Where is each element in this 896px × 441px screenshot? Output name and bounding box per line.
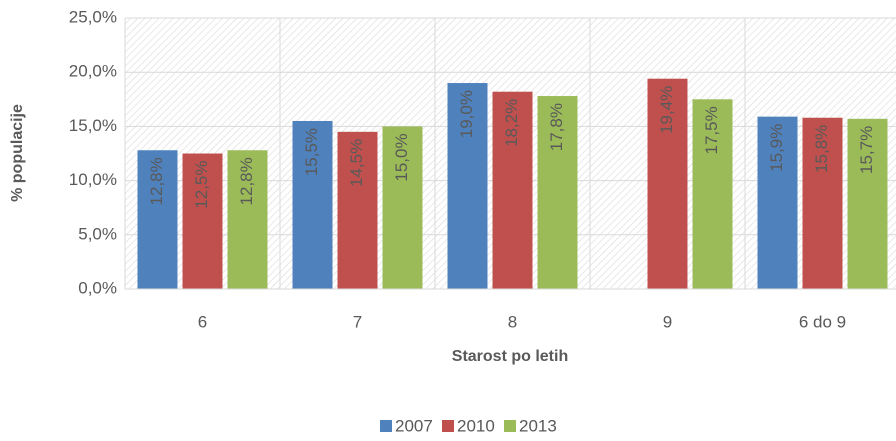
- bar: [537, 96, 578, 289]
- x-tick-label: 9: [663, 312, 672, 331]
- bar: [382, 126, 423, 290]
- legend-label: 2010: [457, 416, 495, 435]
- x-tick-label: 7: [353, 312, 362, 331]
- bar: [692, 99, 733, 289]
- bar: [802, 117, 843, 289]
- x-tick-label: 6: [198, 312, 207, 331]
- value-label: 19,0%: [457, 90, 476, 138]
- bar: [757, 116, 798, 289]
- x-tick-label: 6 do 9: [799, 312, 846, 331]
- bar: [137, 150, 178, 289]
- y-axis-title: % populacije: [9, 104, 26, 202]
- bar: [292, 120, 333, 289]
- x-axis-title: Starost po letih: [452, 348, 568, 365]
- value-label: 17,5%: [702, 106, 721, 154]
- y-tick-label: 10,0%: [69, 170, 117, 189]
- y-tick-label: 25,0%: [69, 7, 117, 26]
- bar: [847, 118, 888, 289]
- bar: [492, 91, 533, 289]
- value-label: 12,8%: [237, 157, 256, 205]
- y-tick-label: 5,0%: [78, 224, 117, 243]
- bar: [447, 83, 488, 289]
- value-label: 12,5%: [192, 161, 211, 209]
- value-label: 15,5%: [302, 128, 321, 176]
- value-label: 12,8%: [147, 157, 166, 205]
- y-tick-label: 20,0%: [69, 62, 117, 81]
- bar: [182, 153, 223, 289]
- value-label: 15,9%: [767, 124, 786, 172]
- value-label: 15,7%: [857, 126, 876, 174]
- bar: [647, 78, 688, 289]
- legend-swatch: [442, 420, 454, 432]
- bar: [337, 131, 378, 289]
- bar: [227, 150, 268, 289]
- x-tick-label: 8: [508, 312, 517, 331]
- value-label: 15,0%: [392, 133, 411, 181]
- legend-label: 2013: [519, 416, 557, 435]
- value-label: 14,5%: [347, 139, 366, 187]
- value-label: 18,2%: [502, 99, 521, 147]
- y-tick-label: 0,0%: [78, 278, 117, 297]
- value-label: 15,8%: [812, 125, 831, 173]
- legend-swatch: [504, 420, 516, 432]
- value-label: 19,4%: [657, 86, 676, 134]
- legend-swatch: [380, 420, 392, 432]
- value-label: 17,8%: [547, 103, 566, 151]
- legend-label: 2007: [395, 416, 433, 435]
- y-tick-label: 15,0%: [69, 116, 117, 135]
